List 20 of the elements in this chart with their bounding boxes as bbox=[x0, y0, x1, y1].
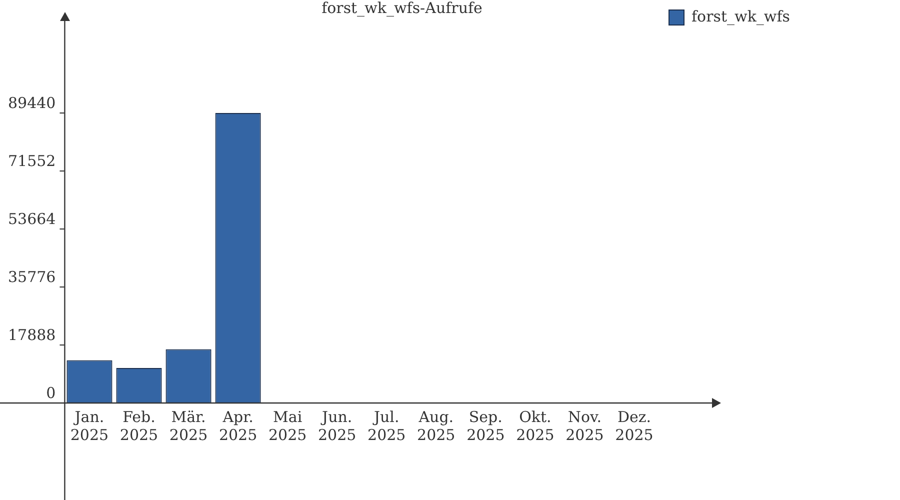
y-tick-label: 53664 bbox=[8, 210, 56, 228]
x-tick-label: Mär. 2025 bbox=[169, 408, 208, 444]
x-tick-label: Dez. 2025 bbox=[615, 408, 654, 444]
y-tick-label: 0 bbox=[46, 384, 56, 402]
x-tick-label: Jul. 2025 bbox=[368, 408, 406, 444]
x-tick-label: Nov. 2025 bbox=[566, 408, 604, 444]
x-tick-label: Jan. 2025 bbox=[70, 408, 109, 444]
x-tick-label: Jun. 2025 bbox=[318, 408, 356, 444]
x-tick-label: Mai 2025 bbox=[268, 408, 307, 444]
y-tick-label: 89440 bbox=[8, 94, 56, 112]
x-tick-label: Sep. 2025 bbox=[466, 408, 505, 444]
y-tick-label: 17888 bbox=[8, 326, 56, 344]
chart-title: forst_wk_wfs-Aufrufe bbox=[322, 0, 483, 17]
x-tick-label: Aug. 2025 bbox=[417, 408, 456, 444]
legend-label: forst_wk_wfs bbox=[692, 7, 790, 26]
y-tick-label: 71552 bbox=[8, 152, 56, 170]
x-tick-label: Feb. 2025 bbox=[120, 408, 158, 444]
y-tick-label: 35776 bbox=[8, 268, 56, 286]
x-tick-label: Apr. 2025 bbox=[218, 408, 258, 444]
x-tick-label: Okt. 2025 bbox=[516, 408, 554, 444]
